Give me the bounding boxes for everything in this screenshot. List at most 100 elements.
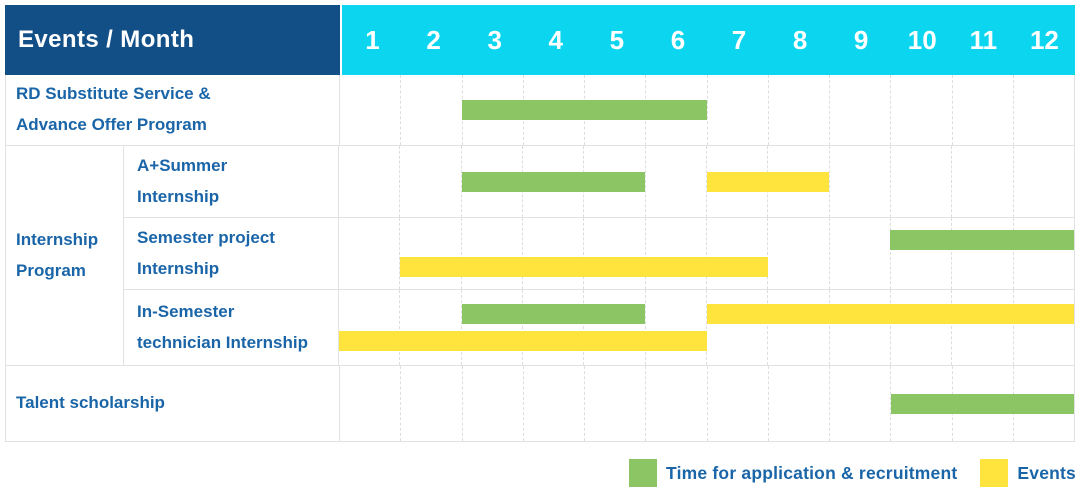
gantt-row: RD Substitute Service & Advance Offer Pr… — [6, 75, 1074, 146]
month-column — [646, 75, 708, 145]
schedule-table: Events / Month 1 2 3 4 5 6 7 8 9 10 11 12 RD Substi… — [5, 5, 1075, 442]
event-bar — [706, 171, 829, 192]
month-column — [463, 366, 524, 441]
month-column — [340, 75, 402, 145]
table-body: RD Substitute Service & Advance Offer Pr… — [5, 75, 1075, 442]
month-grid-cell — [340, 75, 1074, 145]
row-label: Talent scholarship — [6, 366, 340, 441]
month-column — [830, 146, 891, 217]
month-column — [891, 290, 953, 365]
month-column — [462, 218, 523, 289]
month-column — [585, 366, 647, 441]
row-label: In-Semester technician Internship — [124, 290, 339, 365]
month-column — [400, 146, 462, 217]
month-column — [708, 75, 769, 145]
group-label: Internship Program — [6, 146, 124, 365]
bar-line — [340, 100, 1074, 120]
bars-container — [339, 230, 1074, 277]
month-column — [400, 290, 462, 365]
month-column — [646, 366, 708, 441]
event-bar — [706, 304, 1074, 324]
month-column — [707, 218, 769, 289]
month-column — [462, 290, 523, 365]
legend-label: Events — [1017, 462, 1076, 483]
month-header-label: 5 — [609, 24, 625, 55]
month-column — [708, 366, 769, 441]
bar-line — [339, 257, 1074, 277]
recruitment-bar — [461, 171, 646, 192]
month-column — [339, 218, 401, 289]
bar-line — [339, 171, 1074, 192]
month-column — [830, 218, 891, 289]
month-header-row: 1 2 3 4 5 6 7 8 9 10 11 12 — [342, 5, 1075, 75]
month-column — [707, 290, 769, 365]
legend: Time for application & recruitment Events — [0, 459, 1076, 487]
gantt-row: Talent scholarship — [6, 366, 1074, 441]
group-subrows: A+Summer Internship Semester project Inte… — [124, 146, 1074, 365]
month-column — [830, 75, 892, 145]
month-column — [523, 218, 585, 289]
month-column — [952, 290, 1014, 365]
event-bar — [339, 331, 707, 351]
gantt-row: Semester project Internship — [124, 218, 1074, 290]
row-label: A+Summer Internship — [124, 146, 339, 217]
bar-line — [339, 331, 1074, 351]
bar-line — [340, 393, 1074, 414]
bars-container — [340, 393, 1074, 414]
month-column — [891, 146, 953, 217]
month-column — [524, 366, 585, 441]
month-header-label: 3 — [487, 24, 502, 55]
legend-item: Time for application & recruitment — [629, 459, 957, 487]
month-column — [339, 290, 401, 365]
row-label: RD Substitute Service & Advance Offer Pr… — [6, 75, 340, 145]
month-column — [768, 218, 830, 289]
bars-container — [340, 100, 1074, 120]
bar-line — [339, 230, 1074, 250]
month-header-label: 7 — [731, 24, 747, 55]
month-column — [646, 290, 707, 365]
month-column — [646, 218, 707, 289]
month-column — [952, 146, 1014, 217]
month-column — [891, 75, 953, 145]
month-column — [768, 146, 830, 217]
month-gridlines — [339, 218, 1074, 289]
month-column — [400, 218, 462, 289]
month-header-label: 1 — [365, 24, 380, 55]
table-header-row: Events / Month 1 2 3 4 5 6 7 8 9 10 11 12 — [5, 5, 1075, 75]
event-legend-swatch — [980, 459, 1009, 487]
recruitment-legend-swatch — [629, 459, 658, 487]
month-column — [769, 366, 830, 441]
month-grid-cell — [339, 146, 1074, 217]
month-column — [401, 366, 463, 441]
month-header-label: 10 — [907, 24, 937, 55]
month-header-label: 6 — [670, 24, 686, 55]
row-label: Semester project Internship — [124, 218, 339, 289]
month-grid-cell — [339, 218, 1074, 289]
gantt-row: In-Semester technician Internship — [124, 290, 1074, 365]
month-header-label: 8 — [792, 24, 808, 55]
month-column — [584, 290, 646, 365]
event-bar — [400, 257, 768, 277]
legend-item: Events — [980, 459, 1076, 487]
bars-container — [339, 171, 1074, 192]
month-header-label: 12 — [1029, 24, 1059, 55]
month-gridlines — [339, 290, 1074, 365]
month-column — [523, 290, 585, 365]
month-header-label: 11 — [969, 24, 998, 55]
month-column — [339, 146, 401, 217]
month-column — [952, 218, 1014, 289]
month-column — [646, 146, 707, 217]
gantt-row: A+Summer Internship — [124, 146, 1074, 218]
month-column — [768, 290, 830, 365]
month-column — [340, 366, 402, 441]
month-header-label: 9 — [853, 24, 869, 55]
month-column — [769, 75, 830, 145]
month-column — [584, 218, 646, 289]
recruitment-bar — [461, 304, 646, 324]
events-month-header-cell: Events / Month — [5, 5, 340, 75]
month-column — [401, 75, 463, 145]
bars-container — [339, 304, 1074, 351]
month-column — [830, 290, 891, 365]
month-grid-cell — [340, 366, 1074, 441]
